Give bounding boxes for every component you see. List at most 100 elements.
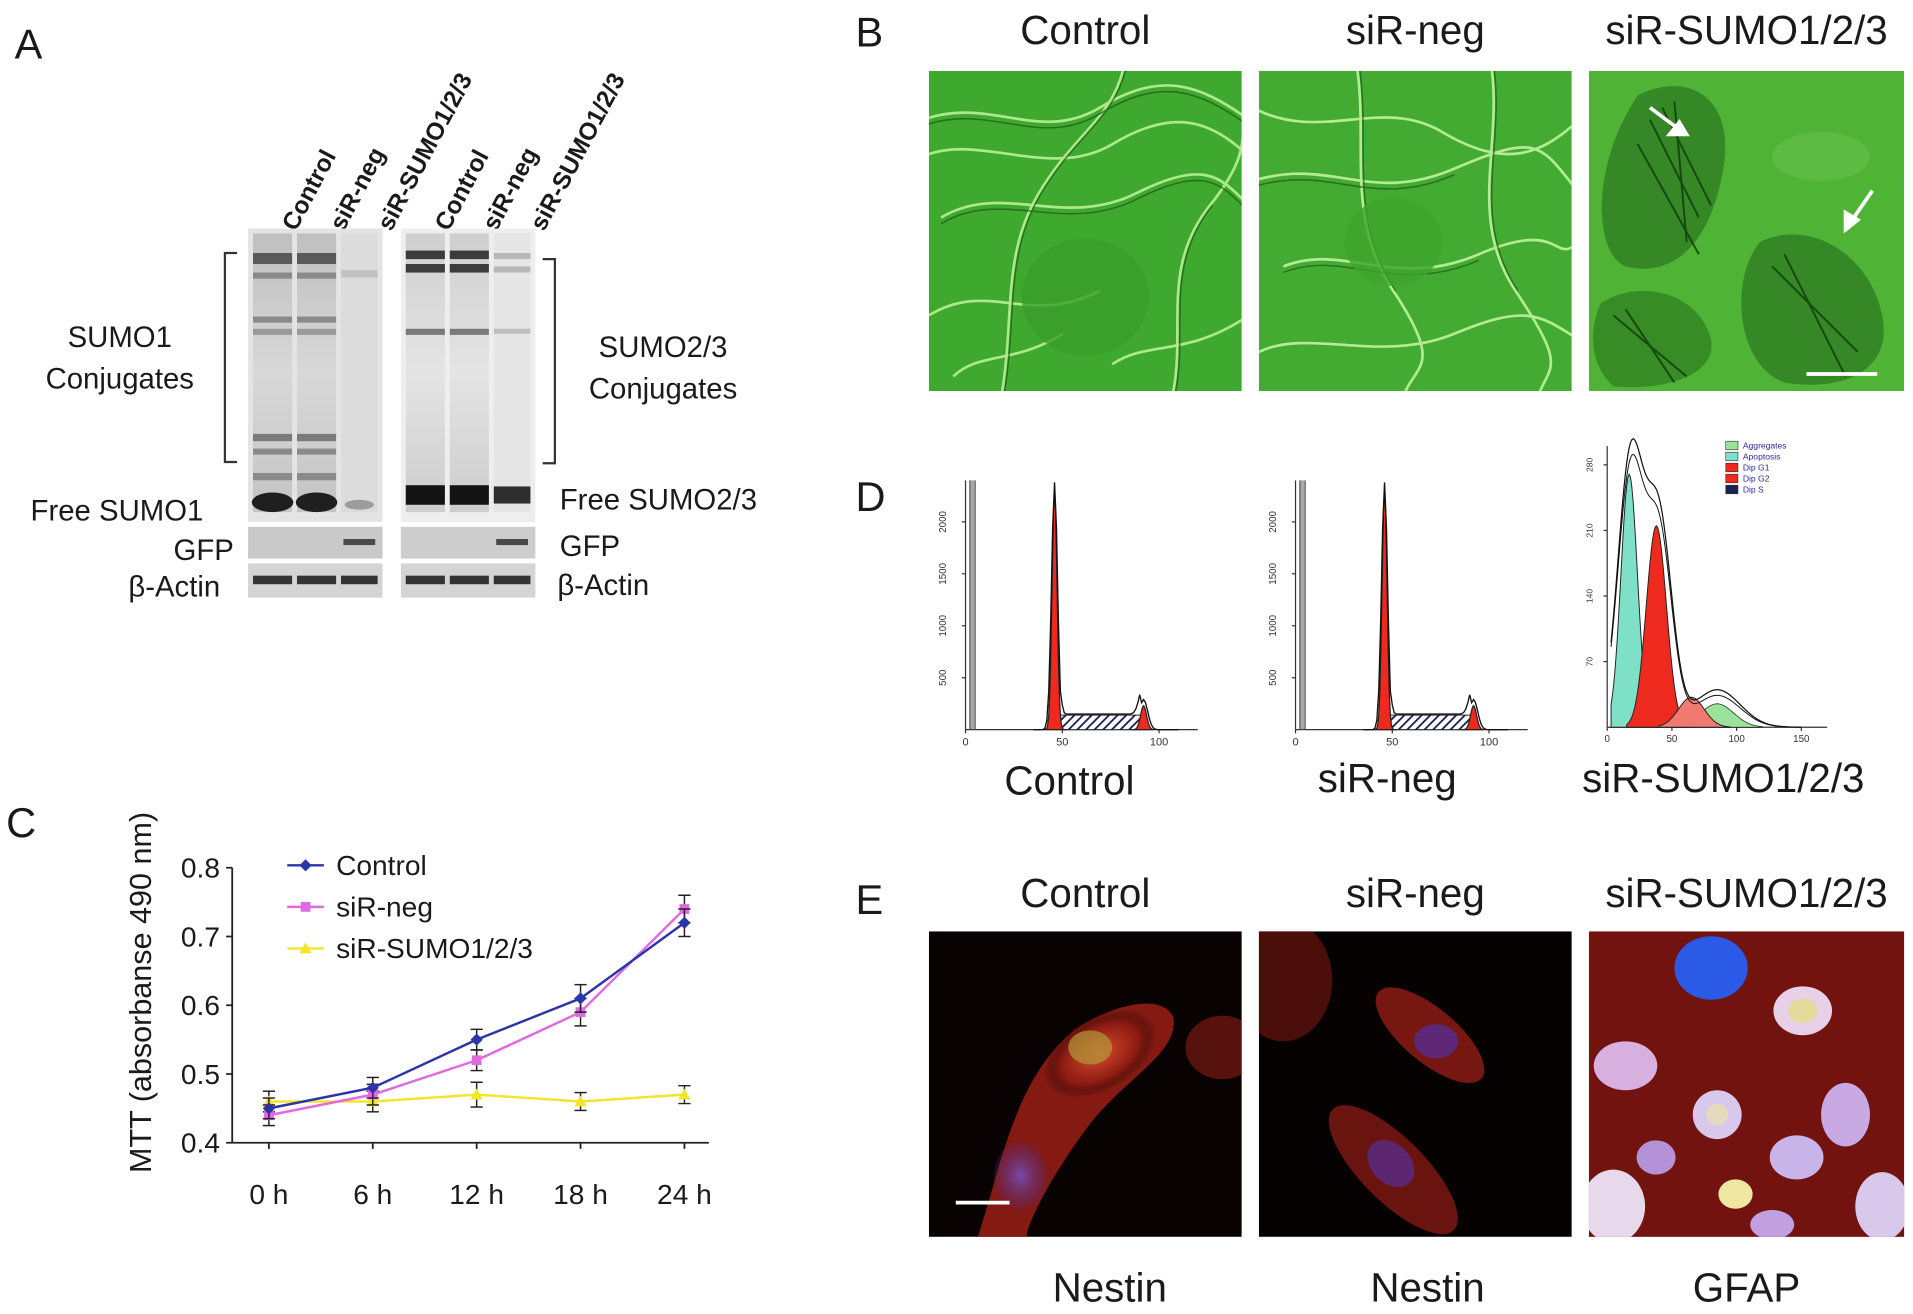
data-point [300, 901, 311, 912]
stain-caption-sir-sumo: GFAP [1692, 1264, 1801, 1311]
hist-y-tick-label: 1000 [938, 614, 949, 636]
arrow-icons [1648, 106, 1874, 234]
legend-swatch [1725, 484, 1739, 495]
hist-y-tick-label: 1500 [938, 562, 949, 584]
data-point [471, 1055, 482, 1066]
panel-label-a: A [14, 21, 43, 69]
series-Control [262, 908, 691, 1120]
legend-label: Apoptosis [1743, 452, 1781, 462]
data-point [262, 1102, 275, 1115]
y-tick-label: 0.5 [181, 1059, 220, 1090]
data-point [366, 1081, 379, 1094]
fluorescence-control [928, 931, 1242, 1237]
legend-label: Dip G2 [1743, 474, 1770, 484]
gfp-label-left: GFP [173, 534, 234, 568]
legend-swatch [1725, 473, 1739, 484]
hist-x-tick-label: 100 [1480, 737, 1498, 749]
hist-y-tick-label: 2000 [938, 510, 949, 532]
micrograph-control [928, 70, 1242, 392]
panel-label-e: E [855, 877, 884, 924]
cell-cycle-histogram-control: 500 1000 1500 2000 0 50 100 [938, 480, 1198, 749]
free-sumo23-label: Free SUMO2/3 [559, 483, 758, 517]
histogram-caption-sir-neg: siR-neg [1317, 755, 1457, 801]
fluorescence-sir-neg [1258, 931, 1572, 1237]
sumo1-conjugates-line1: SUMO1 [67, 321, 172, 355]
hist-y-tick-label: 140 [1585, 589, 1595, 604]
y-tick-label: 0.6 [181, 990, 220, 1021]
x-tick-label: 24 h [657, 1179, 712, 1210]
legend-label: Aggregates [1743, 441, 1787, 451]
fluorescence-title-control: Control [1020, 870, 1151, 916]
micrograph-sir-neg [1258, 70, 1572, 392]
hist-x-tick-label: 50 [1056, 737, 1068, 749]
data-point [678, 1088, 691, 1100]
phase-g1-peak [1042, 490, 1067, 731]
free-sumo1-label: Free SUMO1 [30, 494, 204, 528]
micrograph-title-sir-neg: siR-neg [1345, 7, 1485, 53]
sumo1-bracket [223, 251, 238, 464]
y-tick-label: 0.7 [181, 921, 220, 952]
cell-cycle-histogram-sir-neg: 500 1000 1500 2000 0 50 100 [1268, 480, 1528, 749]
legend-label: siR-SUMO1/2/3 [336, 933, 533, 964]
hist-x-tick-label: 100 [1150, 737, 1168, 749]
hist-y-tick-label: 500 [1268, 669, 1279, 686]
y-tick-label: 0.8 [181, 853, 220, 884]
panel-label-c: C [6, 800, 37, 847]
x-tick-label: 0 h [249, 1179, 288, 1210]
hist-envelope [1033, 482, 1179, 731]
data-point [299, 942, 312, 954]
hist-x-tick-label: 50 [1386, 737, 1398, 749]
sumo1-conjugates-line2: Conjugates [45, 362, 194, 396]
micrograph-sir-sumo [1588, 70, 1905, 392]
phase-g1-peak [1372, 490, 1397, 731]
hist-x-tick-label: 100 [1728, 734, 1745, 745]
hist-y-tick-label: 280 [1585, 457, 1595, 472]
legend-swatch [1725, 451, 1739, 462]
data-point [470, 1088, 483, 1100]
lane-label-6: siR-SUMO1/2/3 [525, 68, 631, 236]
western-blot-images [248, 228, 536, 598]
hist-y-tick-label: 1500 [1268, 562, 1279, 584]
stain-caption-sir-neg: Nestin [1370, 1264, 1485, 1311]
sumo23-bracket [542, 258, 556, 465]
hist-y-tick-label: 1000 [1268, 614, 1279, 636]
phase-g2-peak [1131, 704, 1154, 731]
actin-label-right: β-Actin [557, 569, 650, 603]
legend-swatch [1725, 440, 1739, 451]
micrograph-title-control: Control [1020, 7, 1151, 53]
x-tick-label: 12 h [449, 1179, 504, 1210]
hist-y-tick-label: 70 [1585, 657, 1595, 667]
data-point [574, 1095, 587, 1107]
phase-s-region [1389, 714, 1473, 731]
fluorescence-sir-sumo [1588, 931, 1905, 1237]
sumo23-conjugates-line2: Conjugates [588, 372, 738, 406]
chart-legend: Control siR-neg siR-SUMO1/2/3 [287, 850, 533, 964]
data-point [299, 859, 312, 872]
mtt-line-chart: 0.4 0.5 0.6 0.7 0.8 0 h 6 h 12 h 18 h 24 h Control… [181, 850, 712, 1210]
hist-x-tick-label: 0 [1604, 734, 1610, 745]
phase-g2-peak [1461, 704, 1484, 731]
histogram-caption-sir-sumo: siR-SUMO1/2/3 [1582, 755, 1865, 801]
hist-x-tick-label: 0 [962, 737, 968, 749]
y-axis-label: MTT (absorbanse 490 nm) [124, 811, 159, 1174]
hist-x-tick-label: 150 [1793, 734, 1810, 745]
phase-s-region [1059, 714, 1143, 731]
micrograph-title-sir-sumo: siR-SUMO1/2/3 [1605, 7, 1888, 53]
actin-label-left: β-Actin [128, 570, 221, 604]
panel-label-d: D [855, 474, 886, 521]
data-point [470, 1033, 483, 1046]
gfp-label-right: GFP [559, 530, 621, 564]
hist-x-tick-label: 50 [1666, 734, 1677, 745]
legend-label: Dip G1 [1743, 463, 1770, 473]
sumo23-conjugates-line1: SUMO2/3 [598, 331, 728, 365]
panel-label-b: B [855, 9, 884, 57]
hist-y-tick-label: 2000 [1268, 510, 1279, 532]
hist-x-tick-label: 0 [1292, 737, 1298, 749]
stain-caption-control: Nestin [1052, 1264, 1167, 1311]
hist-envelope-2 [1610, 453, 1802, 728]
y-tick-label: 0.4 [181, 1128, 220, 1159]
phase-s-region [1658, 696, 1731, 728]
